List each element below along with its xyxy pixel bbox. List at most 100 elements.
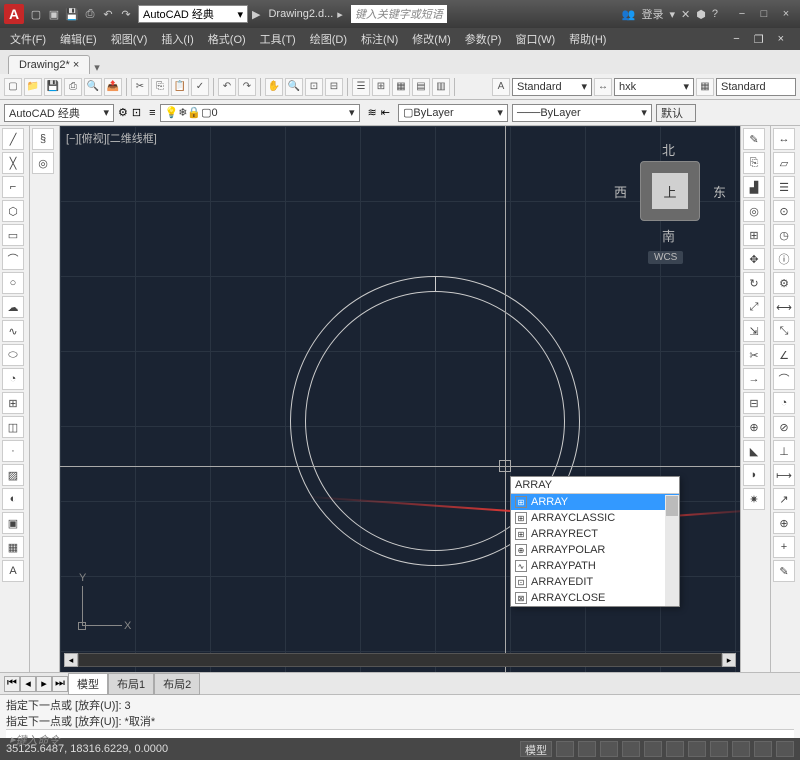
tab-close-icon[interactable]: ×: [73, 59, 79, 71]
text-style-dropdown[interactable]: Standard▾: [512, 78, 592, 96]
dim-style-icon[interactable]: ↔: [594, 78, 612, 96]
properties-icon[interactable]: ☰: [352, 78, 370, 96]
setvar-icon[interactable]: ⚙: [773, 272, 795, 294]
new-icon[interactable]: ▢: [28, 6, 44, 22]
anno-toggle-icon[interactable]: [754, 741, 772, 757]
plot-icon[interactable]: ⎙: [64, 78, 82, 96]
workspace-dropdown[interactable]: AutoCAD 经典▾: [4, 104, 114, 122]
workspace-selector[interactable]: AutoCAD 经典▾: [138, 5, 248, 23]
redo-icon[interactable]: ↷: [238, 78, 256, 96]
tab-model[interactable]: 模型: [68, 673, 108, 695]
extend-icon[interactable]: →: [743, 368, 765, 390]
layer-props-icon[interactable]: ≡: [149, 107, 155, 119]
offset-icon[interactable]: ◎: [743, 200, 765, 222]
point-icon[interactable]: ·: [2, 440, 24, 462]
menu-modify[interactable]: 修改(M): [406, 29, 457, 49]
menu-draw[interactable]: 绘图(D): [304, 29, 353, 49]
osnap-toggle-icon[interactable]: [644, 741, 662, 757]
paste-icon[interactable]: 📋: [171, 78, 189, 96]
copy-obj-icon[interactable]: ⎘: [743, 152, 765, 174]
redo-icon[interactable]: ↷: [118, 6, 134, 22]
autocomplete-scrollbar[interactable]: [665, 495, 679, 606]
leader-icon[interactable]: ↗: [773, 488, 795, 510]
revcloud-icon[interactable]: ☁: [2, 296, 24, 318]
join-icon[interactable]: ⊕: [743, 416, 765, 438]
table-style-dropdown[interactable]: Standard: [716, 78, 796, 96]
otrack-toggle-icon[interactable]: [666, 741, 684, 757]
dim-dia-icon[interactable]: ⊘: [773, 416, 795, 438]
play-icon[interactable]: ▶: [252, 8, 260, 21]
dist-icon[interactable]: ↔: [773, 128, 795, 150]
lineweight-button[interactable]: 默认: [656, 104, 696, 122]
autocomplete-item[interactable]: ⊠ARRAYCLOSE: [511, 590, 679, 606]
mtext-icon[interactable]: A: [2, 560, 24, 582]
circle-icon[interactable]: ○: [2, 272, 24, 294]
menu-tools[interactable]: 工具(T): [254, 29, 302, 49]
help-icon[interactable]: ?: [712, 8, 718, 20]
document-tab-active[interactable]: Drawing2* ×: [8, 55, 90, 74]
menu-edit[interactable]: 编辑(E): [54, 29, 103, 49]
polygon-icon[interactable]: ⬡: [2, 200, 24, 222]
drawing-canvas[interactable]: [−][俯视][二维线框] 北 南 西 东 上 WCS ARRAY ⊞ARRAY…: [60, 126, 740, 672]
gradient-icon[interactable]: ◐: [2, 488, 24, 510]
menu-window[interactable]: 窗口(W): [509, 29, 561, 49]
publish-icon[interactable]: 📤: [104, 78, 122, 96]
ortho-toggle-icon[interactable]: [600, 741, 618, 757]
signin-dropdown-icon[interactable]: ▾: [670, 8, 676, 21]
open-icon[interactable]: 📁: [24, 78, 42, 96]
horizontal-scrollbar[interactable]: ◂ ▸: [64, 652, 736, 668]
linetype-dropdown[interactable]: ─── ByLayer▾: [512, 104, 652, 122]
doc-minimize-icon[interactable]: −: [727, 31, 745, 48]
stretch-icon[interactable]: ⇲: [743, 320, 765, 342]
viewcube-west[interactable]: 西: [614, 182, 627, 201]
line-icon[interactable]: ╱: [2, 128, 24, 150]
tab-layout2[interactable]: 布局2: [154, 673, 200, 695]
spline-icon[interactable]: ∿: [2, 320, 24, 342]
new-tab-icon[interactable]: ▾: [94, 61, 100, 74]
viewcube-east[interactable]: 东: [713, 182, 726, 201]
helix-icon[interactable]: §: [32, 128, 54, 150]
trim-icon[interactable]: ✂: [743, 344, 765, 366]
pan-icon[interactable]: ✋: [265, 78, 283, 96]
zoom-icon[interactable]: 🔍: [285, 78, 303, 96]
app-logo[interactable]: A: [4, 4, 24, 24]
insert-icon[interactable]: ⊞: [2, 392, 24, 414]
autocomplete-item[interactable]: ⊞ARRAYRECT: [511, 526, 679, 542]
fillet-icon[interactable]: ◗: [743, 464, 765, 486]
array-icon[interactable]: ⊞: [743, 224, 765, 246]
qp-toggle-icon[interactable]: [710, 741, 728, 757]
arc-icon[interactable]: ⌒: [2, 248, 24, 270]
menu-insert[interactable]: 插入(I): [155, 29, 199, 49]
open-icon[interactable]: ▣: [46, 6, 62, 22]
menu-dimension[interactable]: 标注(N): [355, 29, 404, 49]
menu-help[interactable]: 帮助(H): [563, 29, 612, 49]
menu-format[interactable]: 格式(O): [202, 29, 252, 49]
layer-dropdown[interactable]: 💡❄🔒▢ 0▾: [160, 104, 360, 122]
tab-layout1[interactable]: 布局1: [108, 673, 154, 695]
chamfer-icon[interactable]: ◣: [743, 440, 765, 462]
ellipsearc-icon[interactable]: ◔: [2, 368, 24, 390]
preview-icon[interactable]: 🔍: [84, 78, 102, 96]
layer-match-icon[interactable]: ≋: [368, 106, 377, 119]
dim-lin-icon[interactable]: ⟷: [773, 296, 795, 318]
print-icon[interactable]: ⎙: [82, 6, 98, 22]
region-icon[interactable]: ▣: [2, 512, 24, 534]
ellipse-icon[interactable]: ⬭: [2, 344, 24, 366]
doc-restore-icon[interactable]: ❐: [748, 31, 770, 48]
menu-parametric[interactable]: 参数(P): [459, 29, 508, 49]
minimize-button[interactable]: −: [732, 8, 752, 20]
dim-rad-icon[interactable]: ◔: [773, 392, 795, 414]
dim-cont-icon[interactable]: ⟼: [773, 464, 795, 486]
undo-icon[interactable]: ↶: [100, 6, 116, 22]
viewcube-south[interactable]: 南: [662, 226, 675, 245]
save-icon[interactable]: 💾: [44, 78, 62, 96]
command-window[interactable]: 指定下一点或 [放弃(U)]: 3 指定下一点或 [放弃(U)]: *取消* ▸…: [0, 694, 800, 738]
donut-icon[interactable]: ◎: [32, 152, 54, 174]
table-style-icon[interactable]: ▦: [696, 78, 714, 96]
ws-save-icon[interactable]: ⊡: [132, 106, 141, 119]
area-icon[interactable]: ▱: [773, 152, 795, 174]
autocomplete-item[interactable]: ⊞ARRAYCLASSIC: [511, 510, 679, 526]
stay-connected-icon[interactable]: ⬢: [696, 8, 706, 21]
autocomplete-item[interactable]: ∿ARRAYPATH: [511, 558, 679, 574]
rotate-icon[interactable]: ↻: [743, 272, 765, 294]
